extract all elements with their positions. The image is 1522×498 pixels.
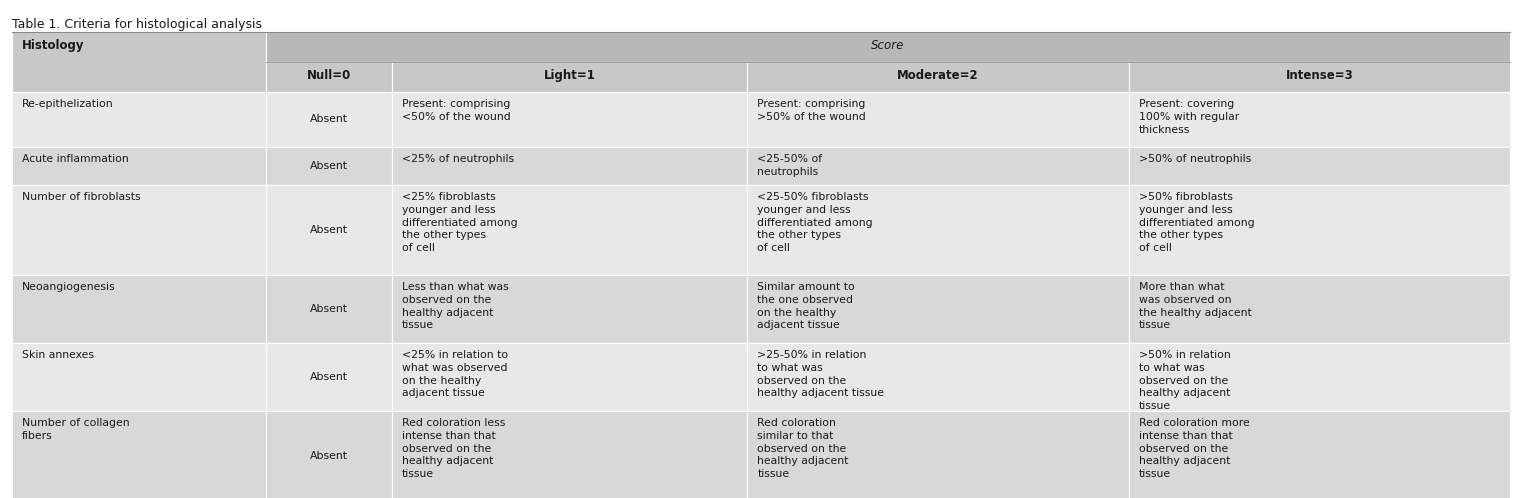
Bar	[266, 275, 391, 343]
Text: Red coloration less
intense than that
observed on the
healthy adjacent
tissue: Red coloration less intense than that ob…	[402, 418, 505, 479]
Bar	[1129, 185, 1510, 275]
Bar	[747, 185, 1129, 275]
Bar	[391, 147, 747, 185]
Text: Number of fibroblasts: Number of fibroblasts	[21, 192, 140, 202]
Text: Absent: Absent	[310, 115, 349, 124]
Text: >50% of neutrophils: >50% of neutrophils	[1138, 154, 1251, 164]
Bar	[747, 275, 1129, 343]
Text: Red coloration more
intense than that
observed on the
healthy adjacent
tissue: Red coloration more intense than that ob…	[1138, 418, 1250, 479]
Bar	[266, 32, 1510, 62]
Text: <25-50% fibroblasts
younger and less
differentiated among
the other types
of cel: <25-50% fibroblasts younger and less dif…	[758, 192, 874, 253]
Bar	[747, 411, 1129, 498]
Bar	[1129, 62, 1510, 92]
Text: Skin annexes: Skin annexes	[21, 350, 94, 360]
Bar	[12, 343, 266, 411]
Bar	[266, 92, 391, 147]
Text: <25% fibroblasts
younger and less
differentiated among
the other types
of cell: <25% fibroblasts younger and less differ…	[402, 192, 517, 253]
Text: Similar amount to
the one observed
on the healthy
adjacent tissue: Similar amount to the one observed on th…	[758, 282, 855, 330]
Text: More than what
was observed on
the healthy adjacent
tissue: More than what was observed on the healt…	[1138, 282, 1251, 330]
Text: Score: Score	[872, 39, 904, 52]
Bar	[391, 185, 747, 275]
Bar	[266, 62, 391, 92]
Text: Red coloration
similar to that
observed on the
healthy adjacent
tissue: Red coloration similar to that observed …	[758, 418, 849, 479]
Text: Light=1: Light=1	[543, 69, 595, 82]
Bar	[12, 32, 266, 92]
Bar	[391, 411, 747, 498]
Bar	[1129, 147, 1510, 185]
Bar	[266, 185, 391, 275]
Text: <25% of neutrophils: <25% of neutrophils	[402, 154, 514, 164]
Bar	[266, 147, 391, 185]
Text: Absent: Absent	[310, 372, 349, 382]
Bar	[12, 147, 266, 185]
Text: Present: comprising
>50% of the wound: Present: comprising >50% of the wound	[758, 99, 866, 122]
Text: Absent: Absent	[310, 225, 349, 235]
Text: Absent: Absent	[310, 304, 349, 314]
Bar	[391, 275, 747, 343]
Text: <25% in relation to
what was observed
on the healthy
adjacent tissue: <25% in relation to what was observed on…	[402, 350, 508, 398]
Text: Number of collagen
fibers: Number of collagen fibers	[21, 418, 129, 441]
Bar	[12, 411, 266, 498]
Bar	[747, 92, 1129, 147]
Bar	[1129, 275, 1510, 343]
Text: Absent: Absent	[310, 451, 349, 461]
Bar	[1129, 411, 1510, 498]
Text: <25-50% of
neutrophils: <25-50% of neutrophils	[758, 154, 822, 177]
Bar	[266, 411, 391, 498]
Text: >50% fibroblasts
younger and less
differentiated among
the other types
of cell: >50% fibroblasts younger and less differ…	[1138, 192, 1254, 253]
Text: >50% in relation
to what was
observed on the
healthy adjacent
tissue: >50% in relation to what was observed on…	[1138, 350, 1230, 411]
Bar	[12, 275, 266, 343]
Text: Present: comprising
<50% of the wound: Present: comprising <50% of the wound	[402, 99, 510, 122]
Bar	[391, 343, 747, 411]
Text: Intense=3: Intense=3	[1286, 69, 1353, 82]
Text: Histology: Histology	[21, 39, 85, 52]
Bar	[1129, 343, 1510, 411]
Bar	[747, 62, 1129, 92]
Bar	[12, 92, 266, 147]
Text: Absent: Absent	[310, 161, 349, 171]
Text: Null=0: Null=0	[307, 69, 352, 82]
Text: Present: covering
100% with regular
thickness: Present: covering 100% with regular thic…	[1138, 99, 1239, 134]
Text: Acute inflammation: Acute inflammation	[21, 154, 129, 164]
Text: >25-50% in relation
to what was
observed on the
healthy adjacent tissue: >25-50% in relation to what was observed…	[758, 350, 884, 398]
Text: Less than what was
observed on the
healthy adjacent
tissue: Less than what was observed on the healt…	[402, 282, 508, 330]
Bar	[391, 62, 747, 92]
Text: Neoangiogenesis: Neoangiogenesis	[21, 282, 116, 292]
Bar	[266, 343, 391, 411]
Bar	[391, 92, 747, 147]
Bar	[1129, 92, 1510, 147]
Bar	[747, 343, 1129, 411]
Text: Re-epithelization: Re-epithelization	[21, 99, 114, 109]
Bar	[747, 147, 1129, 185]
Text: Moderate=2: Moderate=2	[896, 69, 979, 82]
Text: Table 1. Criteria for histological analysis: Table 1. Criteria for histological analy…	[12, 18, 262, 31]
Bar	[12, 185, 266, 275]
